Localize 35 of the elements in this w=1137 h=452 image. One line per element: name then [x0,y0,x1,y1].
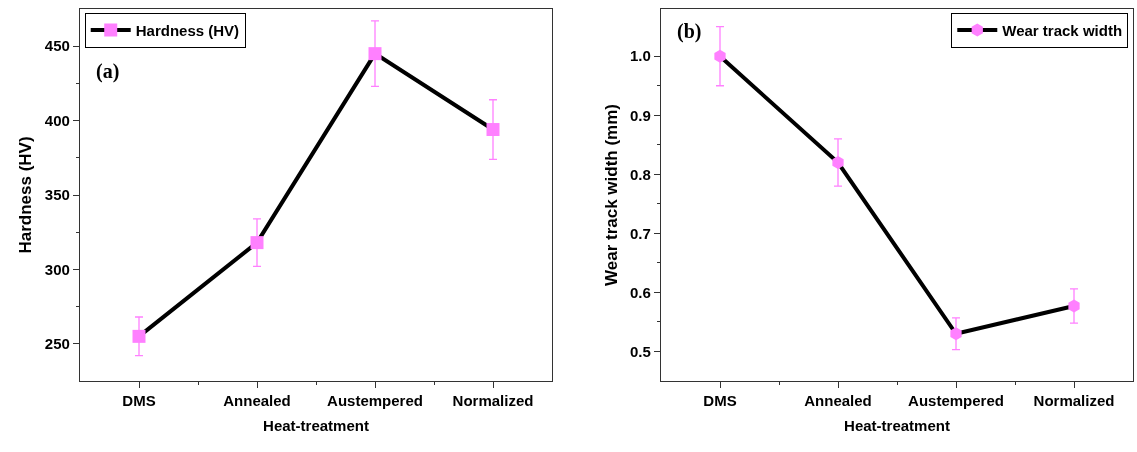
y-tick-label: 400 [44,111,70,129]
y-axis-title: Hardness (HV) [16,136,36,254]
y-tick-label: 1.0 [630,47,651,65]
point [132,329,146,343]
x-tick-label: Annealed [223,392,291,410]
point [1068,299,1080,313]
point [832,156,844,170]
point [486,123,500,137]
y-tick-label: 0.6 [630,283,651,301]
x-axis-title: Heat-treatment [844,417,950,435]
y-tick-label: 250 [44,335,70,353]
x-tick-label: Austempered [327,392,423,410]
y-tick-label: 450 [44,37,70,55]
x-tick-label: Normalized [1033,392,1115,410]
point [950,327,962,341]
y-tick-label: 300 [44,260,70,278]
x-tick-label: Austempered [908,392,1004,410]
y-tick-label: 0.8 [630,165,651,183]
x-tick-label: DMS [122,392,156,410]
x-tick-label: Annealed [804,392,872,410]
y-tick-label: 350 [44,186,70,204]
x-axis-title: Heat-treatment [263,417,369,435]
y-axis-title: Wear track width (mm) [601,103,621,287]
x-tick-label: Normalized [452,392,534,410]
x-tick-label: DMS [703,392,737,410]
point [250,236,264,250]
y-tick-label: 0.9 [630,106,651,124]
y-tick-label: 0.5 [630,342,651,360]
legend-label: Wear track width [1002,21,1123,39]
annotation: (b) [677,20,702,43]
y-tick-label: 0.7 [630,224,651,242]
point [714,49,726,63]
annotation: (a) [96,60,120,83]
point [368,47,382,61]
legend-label: Hardness (HV) [135,21,240,39]
